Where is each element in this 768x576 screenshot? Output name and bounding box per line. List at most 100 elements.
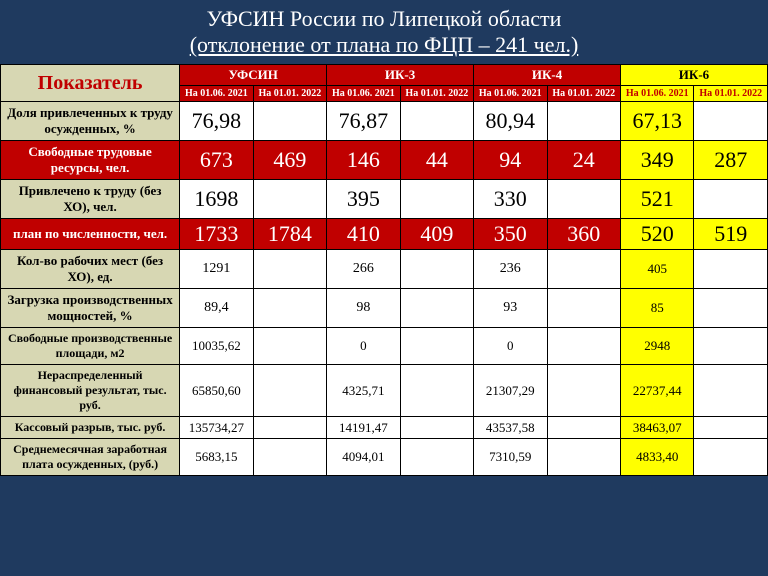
header-date: На 01.06. 2021 [474, 86, 547, 102]
cell: 236 [474, 250, 547, 289]
table-row: Свободные производственные площади, м210… [1, 328, 768, 365]
indicators-table: Показатель УФСИН ИК-3 ИК-4 ИК-6 На 01.06… [0, 64, 768, 476]
cell [400, 289, 473, 328]
header-group-ufsin: УФСИН [180, 65, 327, 86]
row-label: Кассовый разрыв, тыс. руб. [1, 417, 180, 439]
cell: 14191,47 [327, 417, 400, 439]
cell [400, 250, 473, 289]
cell: 2948 [620, 328, 693, 365]
cell: 76,98 [180, 102, 253, 141]
table-row: Загрузка производственных мощностей, %89… [1, 289, 768, 328]
cell [253, 250, 326, 289]
cell [253, 180, 326, 219]
cell: 1698 [180, 180, 253, 219]
cell [547, 417, 620, 439]
cell [694, 439, 768, 476]
cell: 673 [180, 141, 253, 180]
cell [253, 102, 326, 141]
row-label: Среднемесячная заработная плата осужденн… [1, 439, 180, 476]
cell [400, 180, 473, 219]
header-group-ik4: ИК-4 [474, 65, 621, 86]
table-row: Кол-во рабочих мест (без ХО), ед.1291266… [1, 250, 768, 289]
table-row: Доля привлеченных к труду осужденных, %7… [1, 102, 768, 141]
header-date: На 01.06. 2021 [327, 86, 400, 102]
cell: 89,4 [180, 289, 253, 328]
row-label: Привлечено к труду (без ХО), чел. [1, 180, 180, 219]
cell: 85 [620, 289, 693, 328]
header-date: На 01.06. 2021 [180, 86, 253, 102]
cell: 94 [474, 141, 547, 180]
cell: 409 [400, 219, 473, 250]
cell [253, 439, 326, 476]
cell: 22737,44 [620, 365, 693, 417]
cell [694, 102, 768, 141]
cell: 0 [474, 328, 547, 365]
cell: 65850,60 [180, 365, 253, 417]
cell: 98 [327, 289, 400, 328]
cell: 0 [327, 328, 400, 365]
cell [253, 417, 326, 439]
cell [253, 328, 326, 365]
row-label: Нераспределенный финансовый результат, т… [1, 365, 180, 417]
cell [547, 328, 620, 365]
cell: 146 [327, 141, 400, 180]
cell: 1784 [253, 219, 326, 250]
cell: 67,13 [620, 102, 693, 141]
row-label: Свободные производственные площади, м2 [1, 328, 180, 365]
header-date: На 01.01. 2022 [547, 86, 620, 102]
cell: 349 [620, 141, 693, 180]
cell: 10035,62 [180, 328, 253, 365]
cell: 24 [547, 141, 620, 180]
table-row: Кассовый разрыв, тыс. руб.135734,27 14191… [1, 417, 768, 439]
cell: 266 [327, 250, 400, 289]
cell: 80,94 [474, 102, 547, 141]
header-date: На 01.06. 2021 [620, 86, 693, 102]
header-indicator: Показатель [1, 65, 180, 102]
cell [400, 439, 473, 476]
cell: 7310,59 [474, 439, 547, 476]
row-label: Свободные трудовые ресурсы, чел. [1, 141, 180, 180]
cell [400, 365, 473, 417]
cell: 360 [547, 219, 620, 250]
cell [253, 365, 326, 417]
table-row: план по численности, чел.173317844104093… [1, 219, 768, 250]
cell: 519 [694, 219, 768, 250]
page-title: УФСИН России по Липецкой области [0, 0, 768, 32]
cell: 135734,27 [180, 417, 253, 439]
cell: 1733 [180, 219, 253, 250]
table-row: Нераспределенный финансовый результат, т… [1, 365, 768, 417]
cell [547, 250, 620, 289]
header-date: На 01.01. 2022 [694, 86, 768, 102]
cell [400, 417, 473, 439]
cell [694, 289, 768, 328]
cell: 410 [327, 219, 400, 250]
cell [694, 365, 768, 417]
cell: 4094,01 [327, 439, 400, 476]
cell: 521 [620, 180, 693, 219]
table-row: Среднемесячная заработная плата осужденн… [1, 439, 768, 476]
cell: 350 [474, 219, 547, 250]
cell [694, 250, 768, 289]
cell [253, 289, 326, 328]
header-group-ik6: ИК-6 [620, 65, 767, 86]
cell [547, 365, 620, 417]
cell: 395 [327, 180, 400, 219]
cell: 44 [400, 141, 473, 180]
header-date: На 01.01. 2022 [400, 86, 473, 102]
cell: 5683,15 [180, 439, 253, 476]
table-row: Привлечено к труду (без ХО), чел.1698 395… [1, 180, 768, 219]
cell [694, 328, 768, 365]
cell [547, 102, 620, 141]
row-label: план по численности, чел. [1, 219, 180, 250]
row-label: Кол-во рабочих мест (без ХО), ед. [1, 250, 180, 289]
cell: 287 [694, 141, 768, 180]
page-subtitle: (отклонение от плана по ФЦП – 241 чел.) [0, 32, 768, 64]
cell: 43537,58 [474, 417, 547, 439]
cell: 405 [620, 250, 693, 289]
cell: 38463,07 [620, 417, 693, 439]
cell: 76,87 [327, 102, 400, 141]
row-label: Загрузка производственных мощностей, % [1, 289, 180, 328]
table-row: Свободные трудовые ресурсы, чел.67346914… [1, 141, 768, 180]
cell [547, 439, 620, 476]
cell: 21307,29 [474, 365, 547, 417]
